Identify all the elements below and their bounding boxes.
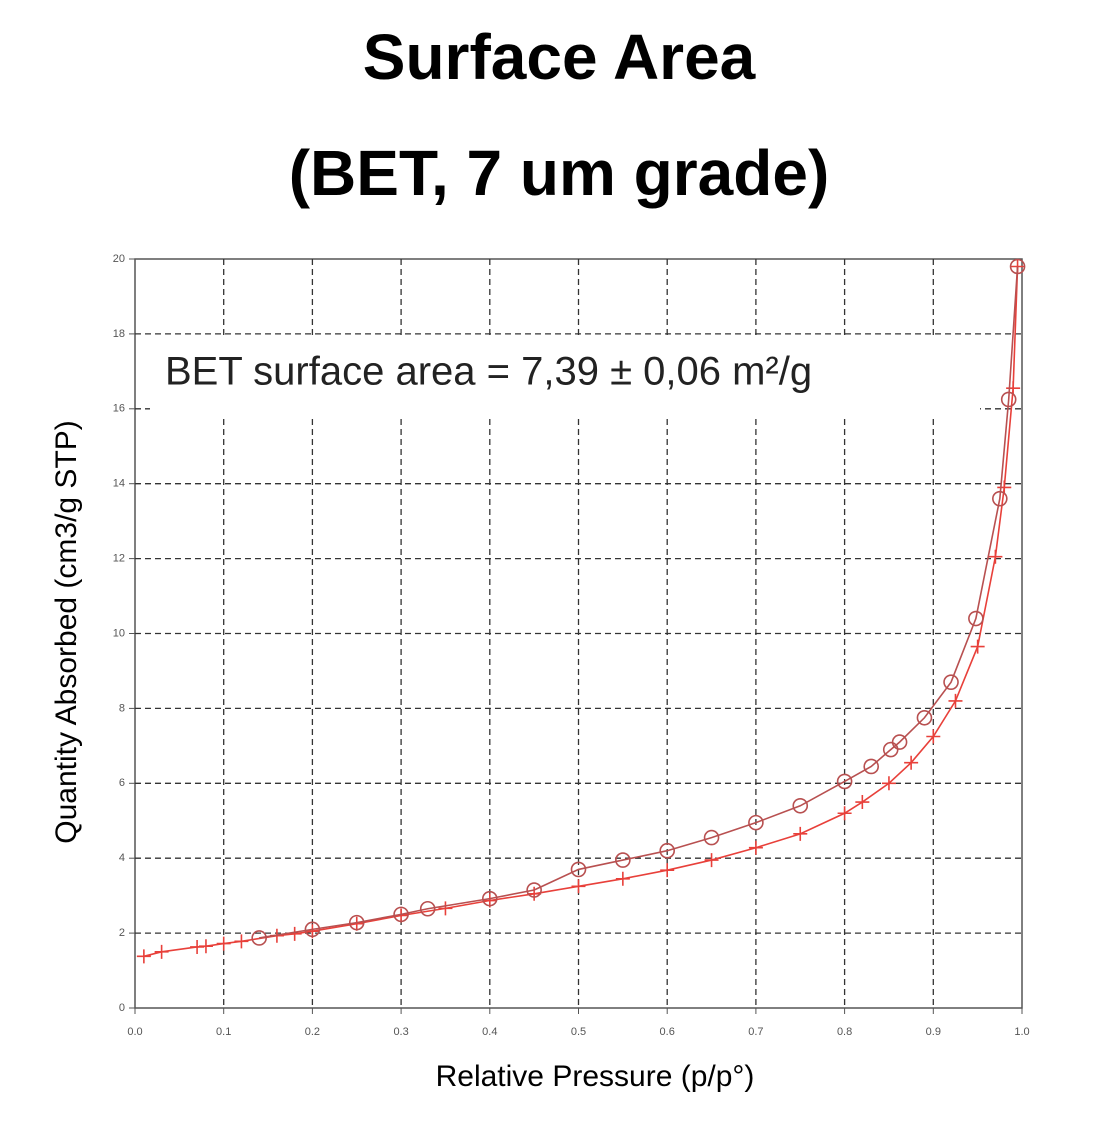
point — [393, 906, 409, 923]
point — [992, 490, 1008, 507]
x-tick-label: 0.2 — [305, 1026, 320, 1038]
point — [216, 936, 231, 951]
x-tick-label: 0.8 — [837, 1026, 852, 1038]
point — [251, 930, 267, 946]
point — [438, 901, 453, 916]
point — [304, 921, 321, 938]
y-tick-label: 0 — [119, 1002, 125, 1014]
point — [136, 949, 151, 964]
x-tick-label: 0.0 — [127, 1026, 142, 1038]
chart-title: (BET, 7 um grade) — [289, 137, 830, 209]
point — [615, 871, 630, 886]
point — [904, 755, 919, 770]
point — [234, 934, 249, 949]
point — [863, 758, 880, 775]
point — [154, 944, 169, 959]
point — [703, 829, 720, 846]
point — [968, 610, 984, 627]
x-tick-label: 0.4 — [482, 1026, 497, 1038]
y-tick-label: 4 — [119, 852, 125, 864]
point — [943, 674, 959, 690]
point — [419, 900, 436, 917]
y-tick-label: 20 — [113, 253, 125, 265]
point — [571, 879, 586, 894]
point — [287, 926, 302, 941]
point — [988, 549, 1003, 564]
point — [704, 853, 719, 868]
point — [948, 693, 963, 708]
point — [855, 795, 870, 810]
point — [926, 729, 941, 744]
annotation: BET surface area = 7,39 ± 0,06 m²/g — [165, 350, 812, 394]
x-tick-label: 1.0 — [1014, 1026, 1029, 1038]
point — [837, 806, 852, 821]
y-axis-label: Quantity Absorbed (cm3/g STP) — [50, 420, 83, 844]
point — [348, 914, 365, 931]
y-tick-label: 18 — [113, 328, 125, 340]
point — [1006, 381, 1021, 396]
x-tick-label: 0.9 — [926, 1026, 941, 1038]
point — [836, 773, 853, 790]
point — [793, 826, 808, 841]
x-tick-label: 0.6 — [660, 1026, 675, 1038]
x-axis-label: Relative Pressure (p/p°) — [436, 1060, 755, 1093]
x-tick-label: 0.5 — [571, 1026, 586, 1038]
y-tick-label: 8 — [119, 702, 125, 714]
y-tick-label: 10 — [113, 627, 125, 639]
annotation-box — [150, 335, 980, 415]
point — [615, 852, 631, 868]
point — [659, 842, 676, 859]
point — [1009, 258, 1026, 275]
x-tick-label: 0.3 — [393, 1026, 408, 1038]
x-tick-label: 0.1 — [216, 1026, 231, 1038]
y-tick-label: 6 — [119, 777, 125, 789]
point — [882, 741, 899, 758]
point — [570, 861, 587, 878]
point — [527, 886, 542, 901]
point — [881, 776, 896, 791]
chart-title: Surface Area — [363, 21, 756, 93]
point — [916, 709, 933, 726]
point — [481, 890, 498, 907]
point — [1000, 391, 1017, 408]
y-tick-label: 16 — [113, 403, 125, 415]
point — [792, 797, 809, 814]
y-tick-label: 14 — [113, 478, 125, 490]
point — [660, 863, 675, 878]
series-line — [259, 266, 1019, 939]
point — [748, 840, 763, 855]
point — [526, 882, 542, 898]
x-tick-label: 0.7 — [748, 1026, 763, 1038]
point — [198, 939, 213, 954]
point — [997, 480, 1012, 495]
y-tick-label: 12 — [113, 553, 125, 565]
point — [970, 639, 985, 654]
y-tick-label: 2 — [119, 927, 125, 939]
point — [748, 814, 764, 831]
